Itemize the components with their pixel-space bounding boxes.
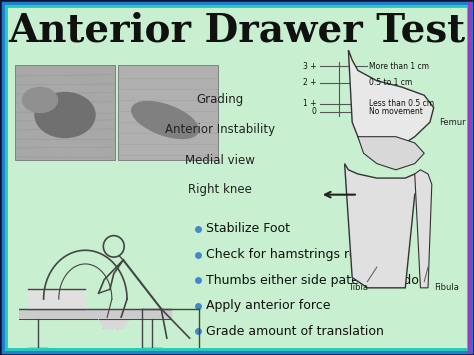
Text: Anterior Instability: Anterior Instability bbox=[165, 124, 275, 137]
Polygon shape bbox=[345, 164, 420, 288]
Text: 3 +: 3 + bbox=[302, 62, 316, 71]
Text: More than 1 cm: More than 1 cm bbox=[369, 62, 429, 71]
Text: 0: 0 bbox=[311, 107, 316, 116]
Polygon shape bbox=[415, 170, 432, 288]
Text: Medial view: Medial view bbox=[185, 153, 255, 166]
Text: Grade amount of translation: Grade amount of translation bbox=[206, 325, 384, 338]
Text: 0.5 to 1 cm: 0.5 to 1 cm bbox=[369, 78, 412, 87]
Ellipse shape bbox=[132, 102, 198, 138]
Polygon shape bbox=[99, 319, 129, 328]
Text: Femur: Femur bbox=[439, 118, 466, 127]
Polygon shape bbox=[348, 50, 434, 153]
Text: No movement: No movement bbox=[369, 107, 423, 116]
Text: Right knee: Right knee bbox=[188, 184, 252, 197]
Text: Less than 0.5 cm: Less than 0.5 cm bbox=[369, 99, 434, 108]
Text: Thumbs either side patellar tendon: Thumbs either side patellar tendon bbox=[206, 274, 427, 286]
Polygon shape bbox=[358, 137, 424, 170]
Text: Fibula: Fibula bbox=[434, 283, 458, 293]
Text: Tibia: Tibia bbox=[348, 283, 368, 293]
Text: Check for hamstrings relaxation: Check for hamstrings relaxation bbox=[206, 248, 407, 261]
Ellipse shape bbox=[22, 87, 57, 113]
Text: 2 +: 2 + bbox=[303, 78, 316, 87]
Text: Anterior Drawer Test: Anterior Drawer Test bbox=[9, 11, 465, 49]
Bar bbox=[15, 65, 115, 160]
Bar bbox=[118, 65, 218, 160]
Text: Stabilize Foot: Stabilize Foot bbox=[206, 223, 290, 235]
Text: Grading: Grading bbox=[196, 93, 244, 106]
Text: Apply anterior force: Apply anterior force bbox=[206, 299, 331, 312]
Ellipse shape bbox=[35, 93, 95, 137]
Text: 1 +: 1 + bbox=[303, 99, 316, 108]
